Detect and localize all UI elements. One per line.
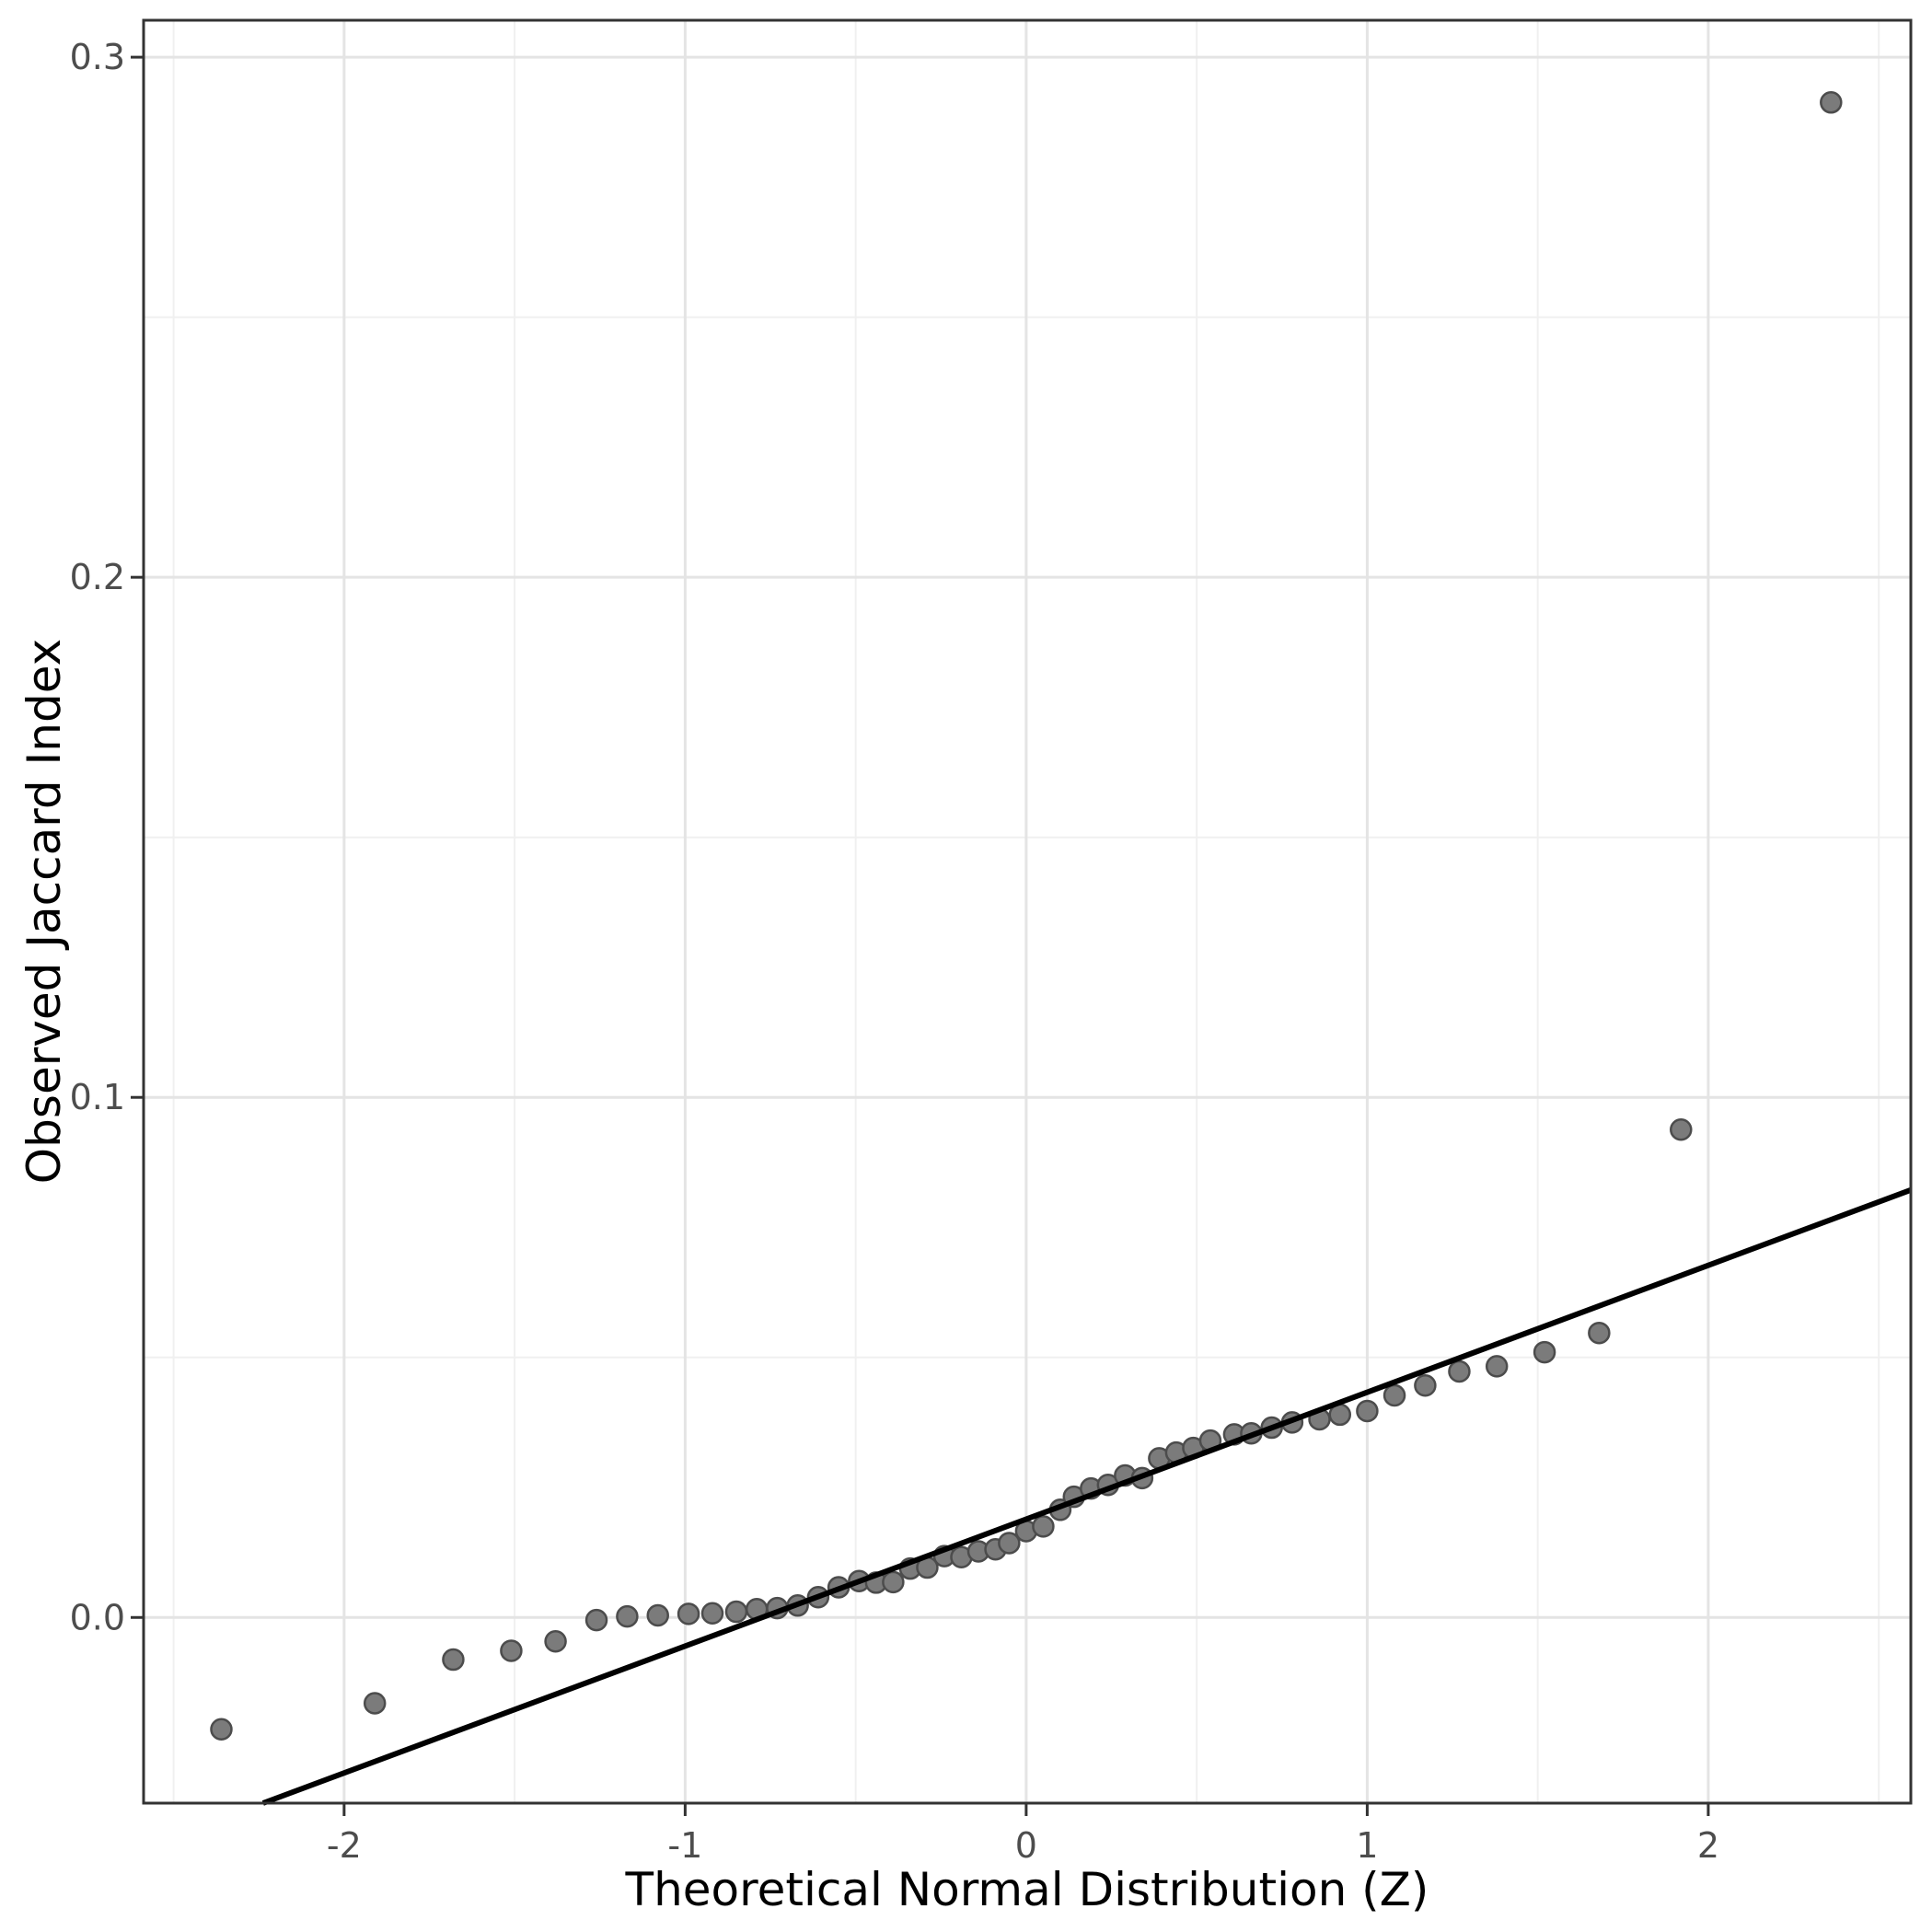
chart-layers: -2 -1 0 1 2 0.0 0.1 0.2 0.3 [70,18,1913,1866]
x-tick-label: 0 [1015,1825,1037,1866]
data-point [1485,1355,1509,1378]
x-tick-label: 1 [1356,1825,1378,1866]
data-point [1533,1340,1556,1364]
x-tick-label: -1 [667,1825,702,1866]
data-point [584,1608,608,1632]
y-tick-label: 0.2 [70,557,125,597]
data-point [1356,1399,1379,1423]
data-point [1448,1359,1471,1383]
data-point [363,1692,387,1715]
y-tick-label: 0.3 [70,37,125,77]
data-point [1820,91,1843,114]
y-axis-title: Observed Jaccard Index [17,639,71,1184]
data-point [998,1532,1021,1555]
data-point [544,1630,567,1653]
data-point [210,1718,233,1741]
data-point [724,1600,748,1624]
x-axis-title: Theoretical Normal Distribution (Z) [625,1863,1429,1916]
data-point [700,1602,724,1625]
qq-reference-line [261,1187,1913,1806]
data-point [646,1603,669,1627]
data-point [1382,1383,1406,1407]
data-point [1414,1374,1437,1397]
data-point [677,1602,700,1625]
x-tick-label: -2 [327,1825,362,1866]
data-point [1032,1515,1055,1538]
data-point [616,1604,639,1628]
y-tick-label: 0.0 [70,1597,125,1637]
data-point [1588,1321,1611,1345]
data-point [442,1648,465,1672]
y-tick-label: 0.1 [70,1077,125,1117]
data-point [500,1639,523,1662]
x-tick-label: 2 [1697,1825,1719,1866]
data-point [1670,1118,1693,1141]
data-point [882,1570,905,1594]
